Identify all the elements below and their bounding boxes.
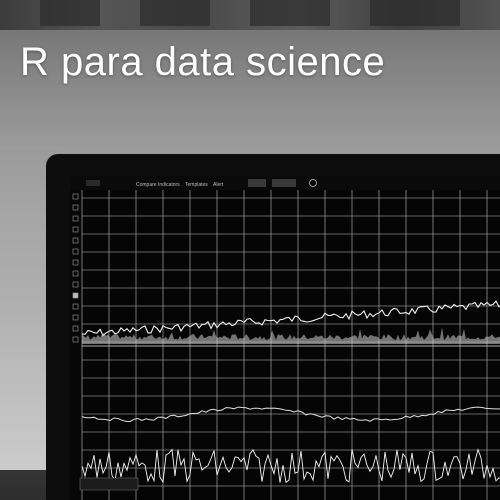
zoom-icon[interactable] bbox=[72, 237, 79, 244]
line-tool-icon[interactable] bbox=[72, 292, 79, 299]
lock-icon[interactable] bbox=[72, 336, 79, 343]
toolbar-item-alert[interactable]: Alert bbox=[213, 182, 224, 188]
cursor-icon[interactable] bbox=[72, 193, 79, 200]
tools-rail-background bbox=[70, 190, 82, 500]
background-window bbox=[40, 0, 100, 26]
symbol-box[interactable] bbox=[86, 180, 100, 186]
cursor-icon[interactable] bbox=[72, 281, 79, 288]
background-window bbox=[140, 0, 210, 26]
background-window bbox=[370, 0, 460, 26]
toolbar-item-templates[interactable]: Templates bbox=[185, 182, 208, 188]
line-tool-icon[interactable] bbox=[72, 204, 79, 211]
indicator-legend-box bbox=[79, 477, 139, 491]
ruler-icon[interactable] bbox=[72, 226, 79, 233]
eye-icon[interactable] bbox=[72, 259, 79, 266]
toolbar-item-compare[interactable]: Compare bbox=[136, 182, 157, 188]
text-tool-icon[interactable] bbox=[72, 215, 79, 222]
price-pane bbox=[81, 300, 500, 347]
chart-grid bbox=[81, 190, 500, 500]
toolbar-toggle[interactable] bbox=[272, 179, 296, 187]
lock-icon[interactable] bbox=[72, 248, 79, 255]
trading-chart-screen: Compare Indicators Templates Alert bbox=[70, 176, 500, 500]
indicator-line bbox=[81, 448, 500, 484]
chart-toolbar: Compare Indicators Templates Alert bbox=[70, 176, 500, 190]
text-tool-icon[interactable] bbox=[72, 303, 79, 310]
volume-area bbox=[82, 327, 500, 344]
background-window bbox=[250, 0, 330, 26]
toolbar-toggle[interactable] bbox=[248, 179, 266, 187]
settings-icon[interactable] bbox=[309, 179, 317, 187]
zoom-icon[interactable] bbox=[72, 325, 79, 332]
toolbar-item-indicators[interactable]: Indicators bbox=[158, 182, 180, 188]
oscillator-line bbox=[81, 406, 500, 423]
indicator-pane bbox=[79, 448, 500, 491]
price-line bbox=[81, 300, 500, 337]
ruler-icon[interactable] bbox=[72, 314, 79, 321]
page-title: R para data science bbox=[20, 40, 386, 84]
trash-icon[interactable] bbox=[72, 270, 79, 277]
oscillator-pane bbox=[81, 406, 500, 423]
drawing-tools-rail bbox=[70, 190, 82, 500]
chart-svg: Compare Indicators Templates Alert bbox=[70, 176, 500, 500]
